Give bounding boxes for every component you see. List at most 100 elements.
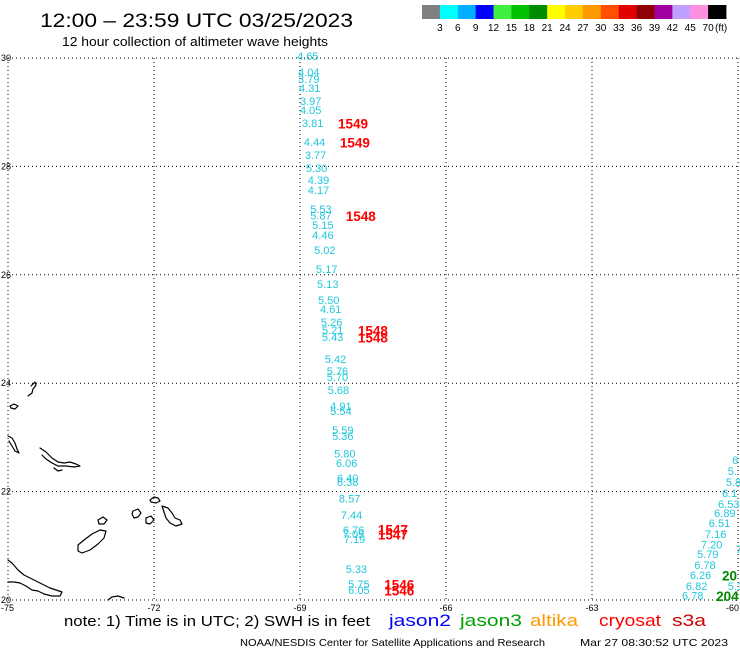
latitude-tick-label: 22 [1, 487, 11, 497]
wave-height-value: 4.17 [308, 185, 329, 197]
coastline [7, 381, 183, 601]
wave-height-value: 5.87 [310, 210, 331, 222]
color-legend: 3 6 9 12 15 18 21 24 27 30 33 36 39 42 45 70 [422, 5, 727, 34]
wave-height-value: 6.53 [718, 499, 739, 511]
wave-height-value: 3.79 [298, 74, 319, 86]
wave-height-value: 6.1 [722, 488, 737, 500]
satellite-legend-jason3: jason3 [459, 611, 522, 630]
wave-height-value: 6.78 [694, 560, 715, 572]
legend-swatch [690, 5, 709, 19]
wave-height-value: 4.31 [299, 83, 320, 95]
legend-swatch [565, 5, 584, 19]
legend-label: 15 [506, 23, 518, 34]
wave-height-value: 6.78 [682, 591, 703, 603]
legend-swatch [654, 5, 673, 19]
wave-height-value: 4.05 [300, 105, 321, 117]
wave-height-value: 5. [728, 466, 737, 478]
satellite-legend-cryosat: cryosat [599, 611, 661, 630]
wave-height-value: 5.43 [322, 332, 343, 344]
wave-height-value: 6.38 [337, 477, 358, 489]
legend-label: 12 [488, 23, 500, 34]
pass-time-label: 1548 [358, 331, 389, 346]
wave-height-value: 4.65 [297, 51, 318, 63]
wave-height-value: 5.1 [728, 581, 740, 593]
legend-label: 39 [649, 23, 661, 34]
wave-height-value: 3.81 [302, 118, 323, 130]
island-outline [149, 496, 161, 504]
longitude-tick-label: -60 [726, 603, 739, 613]
wave-height-value: 5.30 [306, 163, 327, 175]
pass-time-label: 1546 [384, 583, 415, 598]
footer-timestamp: Mar 27 08:30:52 UTC 2023 [580, 637, 728, 649]
latitude-tick-label: 28 [1, 161, 11, 171]
legend-swatch [493, 5, 512, 19]
legend-label: 27 [577, 23, 589, 34]
wave-height-value: 4.44 [304, 137, 325, 149]
pass-time-label: 1549 [338, 117, 368, 132]
island-outline [97, 516, 108, 525]
legend-label: 30 [595, 23, 607, 34]
legend-label: 33 [613, 23, 625, 34]
wave-height-value: 5.42 [325, 354, 346, 366]
wave-height-value: 6.40 [337, 473, 358, 485]
legend-swatch [618, 5, 637, 19]
wave-height-value: 5.76 [327, 366, 348, 378]
pass-time-label: 1549 [340, 136, 370, 151]
wave-height-value: 7.19 [344, 534, 365, 546]
pass-time-label: 1548 [346, 209, 377, 224]
latitude-tick-label: 26 [1, 270, 11, 280]
island-outline [145, 515, 155, 525]
wave-height-labels: 4.65 4.043.794.313.974.053.81 4.443.775.30… [297, 51, 740, 604]
legend-label: 3 [437, 23, 443, 34]
island-outline [107, 595, 125, 601]
wave-height-value: 3.97 [300, 96, 321, 108]
wave-height-value: 5.36 [332, 431, 353, 443]
pass-time-label: 1547 [378, 523, 408, 538]
island-outline [27, 381, 37, 397]
longitude-tick-label: -66 [439, 603, 452, 613]
latitude-tick-label: 30 [1, 53, 11, 63]
satellite-legend-s3a: s3a [672, 611, 707, 630]
longitude-tick-label: -75 [1, 603, 14, 613]
wave-height-value: 4.39 [308, 175, 329, 187]
wave-height-value: 4.91 [330, 401, 351, 413]
wave-height-value: 5.80 [334, 449, 355, 461]
wave-height-value: 7.09 [343, 529, 364, 541]
legend-label: 36 [631, 23, 643, 34]
island-outline [131, 508, 142, 519]
legend-swatch [547, 5, 566, 19]
chart-subtitle: 12 hour collection of altimeter wave hei… [62, 35, 328, 49]
island-outline [53, 467, 63, 472]
wave-height-value: 5.17 [316, 264, 337, 276]
longitude-tick-label: -63 [585, 603, 598, 613]
wave-height-value: 5.59 [332, 425, 353, 437]
wave-height-value: 7.44 [341, 510, 362, 522]
island-outline [9, 403, 19, 410]
legend-swatch [529, 5, 548, 19]
wave-height-value: 7 [736, 544, 740, 556]
wave-height-value: 5.13 [317, 279, 338, 291]
longitude-tick-label: -69 [293, 603, 306, 613]
wave-height-value: 7.16 [705, 529, 726, 541]
wave-height-value: 5.79 [697, 549, 718, 561]
pass-time-label: 20 [722, 569, 737, 584]
wave-height-value: 7.20 [701, 539, 722, 551]
footer-credit: NOAA/NESDIS Center for Satellite Applica… [240, 637, 545, 649]
latitude-tick-label: 20 [1, 595, 11, 605]
wave-height-value: 6.05 [348, 585, 369, 597]
wave-height-value: 6.51 [709, 518, 730, 530]
wave-height-value: 4.46 [312, 230, 333, 242]
pass-time-label: 1547 [378, 527, 408, 542]
wave-height-value: 5.02 [314, 245, 335, 257]
wave-height-value: 5.75 [348, 579, 369, 591]
legend-swatch [672, 5, 691, 19]
legend-label: 6 [455, 23, 461, 34]
legend-swatch [439, 5, 459, 19]
legend-label: 21 [542, 23, 554, 34]
pass-time-label: 1546 [384, 577, 415, 592]
wave-height-value: 4.04 [298, 67, 319, 79]
wave-height-value: 8.57 [339, 494, 360, 506]
wave-height-value: 5.15 [312, 220, 333, 232]
wave-height-value: 5.50 [318, 295, 339, 307]
